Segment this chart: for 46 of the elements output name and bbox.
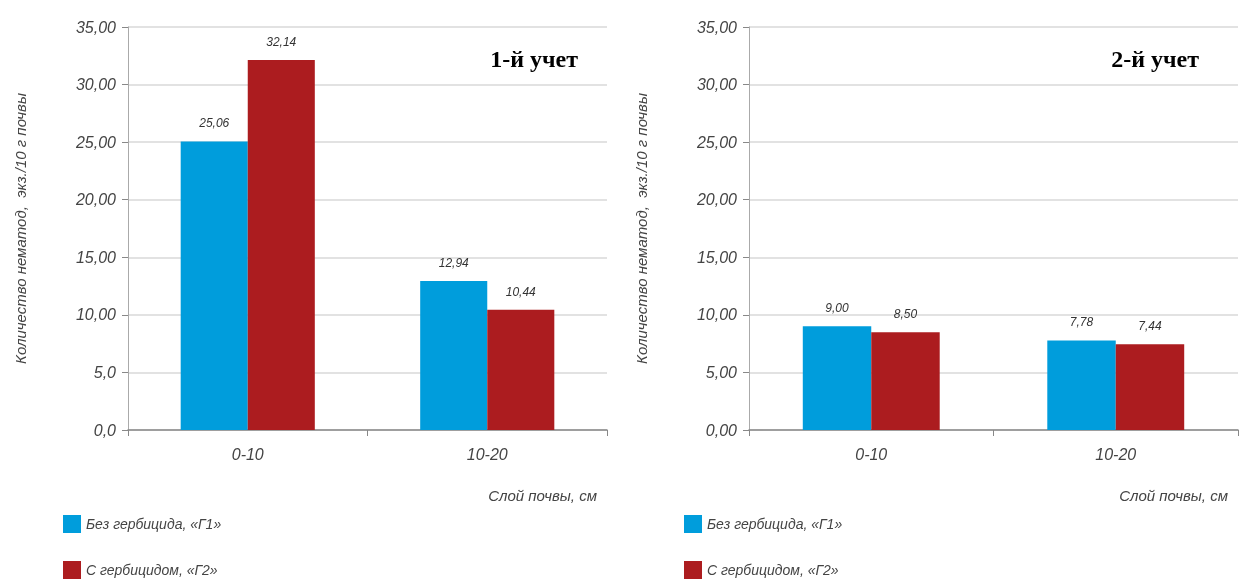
y-tick-label: 35,00 bbox=[696, 18, 738, 36]
x-axis-title: Слой почвы, см bbox=[1119, 487, 1228, 504]
x-axis-title: Слой почвы, см bbox=[488, 487, 597, 504]
y-tick-label: 5,0 bbox=[93, 363, 117, 381]
data-label: 12,94 bbox=[438, 256, 470, 271]
bar bbox=[487, 309, 555, 430]
y-tick-label: 25,00 bbox=[695, 133, 738, 151]
y-tick-label: 25,00 bbox=[74, 133, 117, 151]
y-tick-label: 0,00 bbox=[705, 421, 738, 439]
y-tick-label: 30,00 bbox=[75, 76, 117, 94]
bar bbox=[871, 332, 940, 430]
y-tick-label: 20,00 bbox=[74, 191, 117, 209]
x-tick-label: 10-20 bbox=[466, 445, 508, 463]
y-axis-title: Количество нематод, экз./10 г почвы bbox=[633, 93, 650, 364]
x-tick-label: 0-10 bbox=[231, 445, 264, 463]
y-axis-title: Количество нематод, экз./10 г почвы bbox=[12, 93, 29, 364]
data-label: 9,00 bbox=[825, 301, 850, 316]
y-tick-label: 10,00 bbox=[75, 306, 117, 324]
data-label: 10,44 bbox=[505, 284, 537, 299]
legend-label: Без гербицида, «Г1» bbox=[86, 516, 222, 532]
bar bbox=[802, 326, 872, 430]
x-tick-label: 10-20 bbox=[1095, 445, 1137, 463]
data-label: 7,78 bbox=[1069, 315, 1094, 330]
x-tick-label: 0-10 bbox=[855, 445, 888, 463]
y-tick-label: 15,00 bbox=[75, 248, 117, 266]
data-label: 7,44 bbox=[1138, 319, 1162, 334]
legend-label: С гербицидом, «Г2» bbox=[707, 562, 839, 578]
bar bbox=[1115, 344, 1185, 430]
y-tick-label: 15,00 bbox=[696, 248, 738, 266]
y-tick-label: 35,00 bbox=[75, 18, 117, 36]
y-tick-label: 20,00 bbox=[695, 191, 738, 209]
bar bbox=[180, 141, 248, 430]
data-label: 32,14 bbox=[266, 34, 297, 49]
bar bbox=[247, 59, 315, 430]
data-label: 8,50 bbox=[893, 307, 918, 322]
y-tick-label: 10,00 bbox=[696, 306, 738, 324]
y-tick-label: 30,00 bbox=[696, 76, 738, 94]
text: 1-й учет bbox=[490, 46, 579, 72]
y-tick-label: 5,00 bbox=[705, 363, 738, 381]
data-label: 25,06 bbox=[198, 116, 230, 131]
bar bbox=[1047, 340, 1116, 430]
y-tick-label: 0,0 bbox=[93, 421, 117, 439]
bar bbox=[420, 281, 488, 430]
legend-label: Без гербицида, «Г1» bbox=[707, 516, 843, 532]
legend-label: С гербицидом, «Г2» bbox=[86, 562, 218, 578]
text: 2-й учет bbox=[1111, 46, 1200, 72]
